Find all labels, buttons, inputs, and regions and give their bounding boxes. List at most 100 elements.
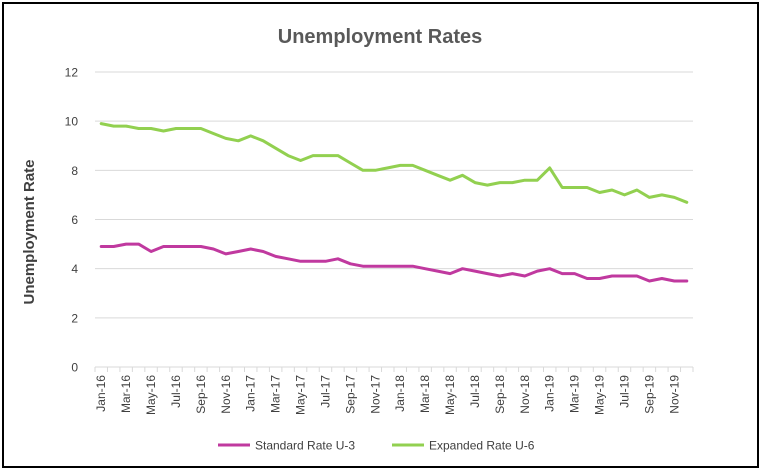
data-point [573, 186, 576, 189]
x-tick-label: Jul-18 [468, 375, 482, 408]
y-axis-label: Unemployment Rate [21, 159, 38, 304]
data-point [100, 122, 103, 125]
data-point [361, 169, 364, 172]
data-point [150, 127, 153, 130]
data-point [299, 260, 302, 263]
data-point [112, 125, 115, 128]
y-tick-label: 4 [71, 262, 78, 276]
y-tick-labels: 0 2 4 6 8 10 12 [65, 66, 79, 375]
data-point [648, 279, 651, 282]
data-point [611, 189, 614, 192]
data-point [274, 255, 277, 258]
data-point [237, 139, 240, 142]
data-point [125, 125, 128, 128]
data-point [486, 272, 489, 275]
data-point [635, 189, 638, 192]
data-point [199, 245, 202, 248]
data-point [561, 186, 564, 189]
data-point [125, 243, 128, 246]
data-point [349, 161, 352, 164]
data-point [623, 275, 626, 278]
series-lines [99, 122, 689, 283]
legend-label-u3: Standard Rate U-3 [255, 439, 355, 453]
data-point [386, 166, 389, 169]
data-point [336, 154, 339, 157]
legend-label-u6: Expanded Rate U-6 [429, 439, 535, 453]
x-tick-label: Nov-18 [518, 375, 532, 414]
x-tick-label: Sep-17 [343, 375, 357, 414]
data-point [287, 257, 290, 260]
data-point [399, 164, 402, 167]
x-tick-label: May-18 [443, 375, 457, 415]
x-tick-labels: Jan-16 Mar-16 May-16 Jul-16 Sep-16 Nov-16 Jan-… [94, 375, 681, 415]
data-point [312, 260, 315, 263]
data-point [100, 245, 103, 248]
data-point [249, 134, 252, 137]
data-point [611, 275, 614, 278]
data-point [287, 154, 290, 157]
x-tick-label: Mar-18 [418, 375, 432, 413]
data-point [187, 127, 190, 130]
series-line-u6 [99, 122, 689, 204]
x-tick-label: Nov-17 [368, 375, 382, 414]
data-point [498, 181, 501, 184]
data-point [473, 181, 476, 184]
data-point [411, 265, 414, 268]
y-tick-label: 12 [65, 66, 79, 80]
x-tick-label: Jul-17 [318, 375, 332, 408]
data-point [162, 130, 165, 133]
data-point [137, 243, 140, 246]
data-point [424, 267, 427, 270]
data-point [598, 191, 601, 194]
data-point [424, 169, 427, 172]
data-point [274, 147, 277, 150]
data-point [673, 279, 676, 282]
data-point [174, 127, 177, 130]
x-tick-label: Sep-19 [642, 375, 656, 414]
data-point [511, 272, 514, 275]
data-point [511, 181, 514, 184]
data-point [660, 193, 663, 196]
chart-title: Unemployment Rates [278, 26, 483, 48]
data-point [436, 174, 439, 177]
data-point [436, 270, 439, 273]
data-point [449, 179, 452, 182]
y-tick-label: 6 [71, 213, 78, 227]
data-point [548, 166, 551, 169]
data-point [137, 127, 140, 130]
data-point [648, 196, 651, 199]
data-point [498, 275, 501, 278]
data-point [449, 272, 452, 275]
data-point [536, 270, 539, 273]
data-point [586, 186, 589, 189]
x-tick-label: May-19 [593, 375, 607, 415]
data-point [685, 201, 688, 204]
x-tick-label: Mar-16 [119, 375, 133, 413]
data-point [660, 277, 663, 280]
x-tick-label: Jan-16 [94, 375, 108, 412]
data-point [486, 184, 489, 187]
data-point [212, 132, 215, 135]
data-point [237, 250, 240, 253]
x-tick-label: May-16 [144, 375, 158, 415]
x-tick-label: Jul-16 [169, 375, 183, 408]
chart-frame [2, 2, 759, 468]
data-point [374, 169, 377, 172]
data-point [324, 260, 327, 263]
data-point [573, 272, 576, 275]
data-point [336, 257, 339, 260]
x-tick-label: Mar-17 [269, 375, 283, 413]
data-point [187, 245, 190, 248]
data-point [312, 154, 315, 157]
y-tick-label: 0 [71, 361, 78, 375]
data-point [548, 267, 551, 270]
data-point [536, 179, 539, 182]
y-tick-label: 10 [65, 115, 79, 129]
data-point [461, 174, 464, 177]
data-point [224, 252, 227, 255]
data-point [523, 275, 526, 278]
x-tick-label: Mar-19 [568, 375, 582, 413]
data-point [249, 248, 252, 251]
data-point [685, 279, 688, 282]
